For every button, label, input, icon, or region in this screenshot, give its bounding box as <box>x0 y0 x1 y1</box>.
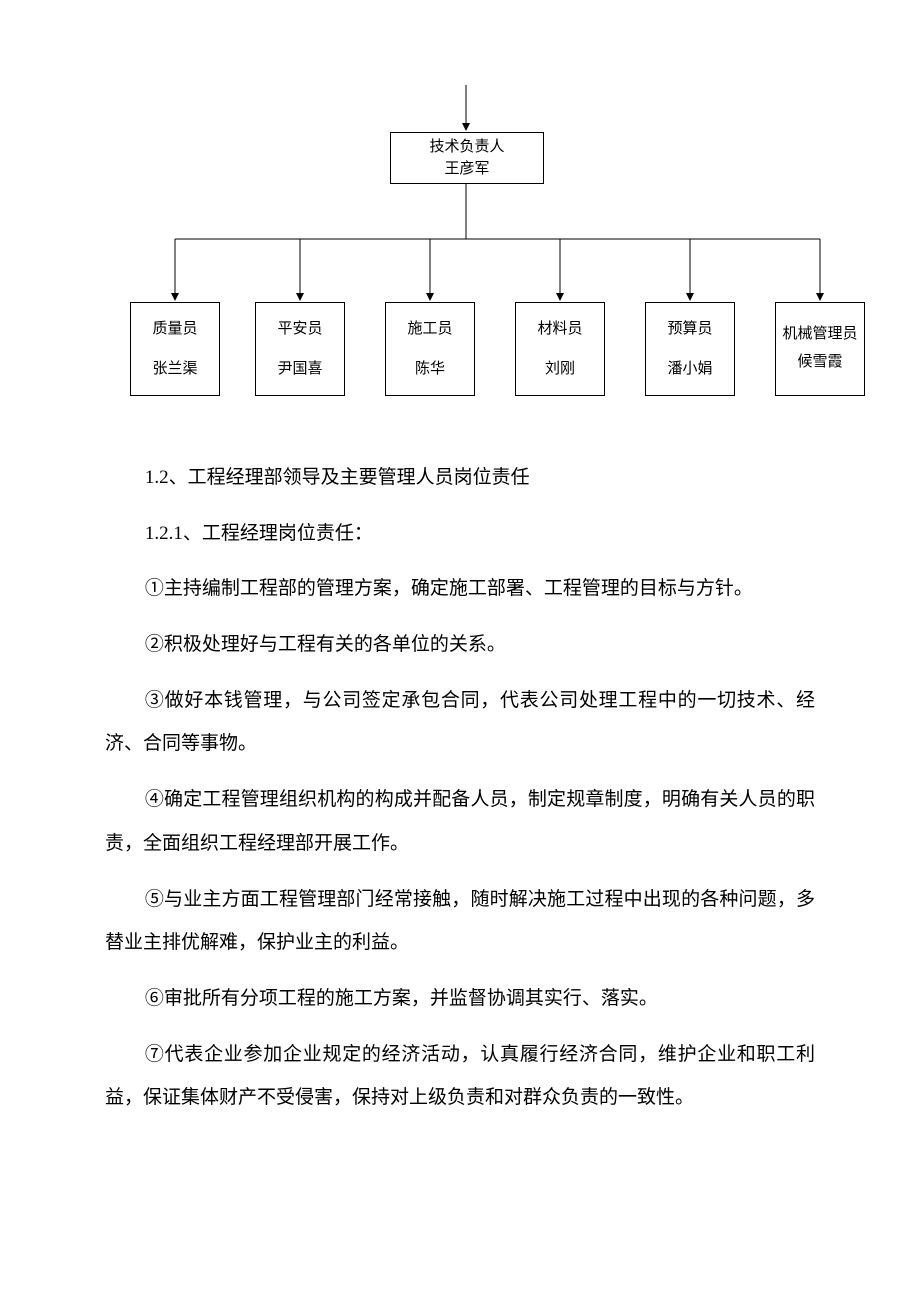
paragraph: ⑥审批所有分项工程的施工方案，并监督协调其实行、落实。 <box>105 977 815 1021</box>
org-node-material: 材料员刘刚 <box>515 302 605 396</box>
section-heading: 1.2、工程经理部领导及主要管理人员岗位责任 <box>105 456 815 500</box>
org-node-root-title: 技术负责人 <box>429 136 504 159</box>
sub-heading: 1.2.1、工程经理岗位责任： <box>105 512 815 556</box>
org-node-title: 材料员 <box>537 318 582 341</box>
org-node-quality: 质量员张兰渠 <box>130 302 220 396</box>
org-node-title: 机械管理员 <box>782 325 857 345</box>
paragraph: ⑦代表企业参加企业规定的经济活动，认真履行经济合同，维护企业和职工利益，保证集体… <box>105 1033 815 1120</box>
org-node-title: 平安员 <box>277 318 322 341</box>
org-node-name: 候雪霞 <box>797 351 842 374</box>
org-node-root: 技术负责人 王彦军 <box>390 132 544 184</box>
paragraph: ④确定工程管理组织机构的构成并配备人员，制定规章制度，明确有关人员的职责，全面组… <box>105 778 815 865</box>
org-node-safety: 平安员尹国喜 <box>255 302 345 396</box>
org-node-name: 陈华 <box>415 358 445 381</box>
org-node-name: 张兰渠 <box>152 358 197 381</box>
org-node-construct: 施工员陈华 <box>385 302 475 396</box>
paragraph: ③做好本钱管理，与公司签定承包合同，代表公司处理工程中的一切技术、经济、合同等事… <box>105 679 815 766</box>
org-node-machine: 机械管理员候雪霞 <box>775 302 865 396</box>
org-node-name: 尹国喜 <box>277 358 322 381</box>
org-node-name: 刘刚 <box>545 358 575 381</box>
org-chart: 技术负责人 王彦军 质量员张兰渠平安员尹国喜施工员陈华材料员刘刚预算员潘小娟机械… <box>0 0 920 420</box>
org-node-title: 质量员 <box>152 318 197 341</box>
paragraph: ⑤与业主方面工程管理部门经常接触，随时解决施工过程中出现的各种问题，多替业主排优… <box>105 878 815 965</box>
org-node-budget: 预算员潘小娟 <box>645 302 735 396</box>
paragraph: ②积极处理好与工程有关的各单位的关系。 <box>105 623 815 667</box>
document-body: 1.2、工程经理部领导及主要管理人员岗位责任 1.2.1、工程经理岗位责任： ①… <box>0 456 920 1170</box>
paragraph: ①主持编制工程部的管理方案，确定施工部署、工程管理的目标与方针。 <box>105 567 815 611</box>
org-node-name: 潘小娟 <box>667 358 712 381</box>
org-node-root-name: 王彦军 <box>444 158 489 181</box>
org-node-title: 预算员 <box>667 318 712 341</box>
org-node-title: 施工员 <box>407 318 452 341</box>
